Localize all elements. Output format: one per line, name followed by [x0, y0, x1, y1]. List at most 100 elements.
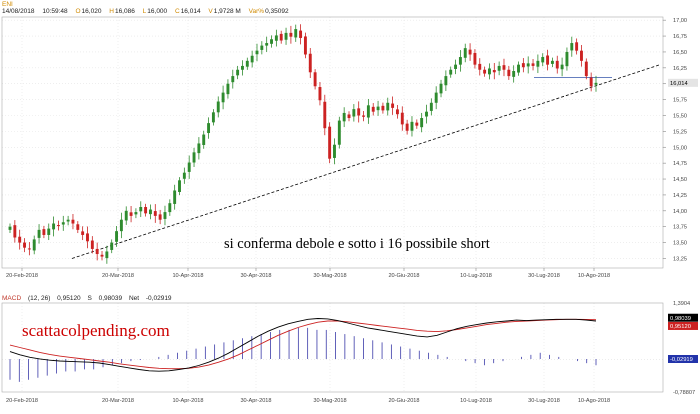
price-tick-label: 13,75 [673, 225, 687, 231]
candle-body [231, 76, 235, 83]
time-axis: 20-Feb-2018 20-Mar-2018 10-Apr-2018 30-Apr-… [6, 268, 610, 279]
candle-body [284, 32, 288, 40]
candle-body [299, 30, 303, 38]
candle-body [483, 69, 487, 74]
candle-body [318, 87, 322, 101]
candle-body [129, 212, 133, 216]
price-tick-label: 15,25 [673, 129, 687, 135]
candle-body [507, 69, 511, 77]
price-tick-label: 16,50 [673, 50, 687, 56]
net-label: Net [128, 295, 140, 302]
candle-body [163, 212, 167, 219]
macd-tick-label: -0,78807 [673, 390, 695, 396]
candle-body [207, 123, 211, 134]
candle-body [100, 254, 104, 257]
candle-body [313, 72, 317, 87]
candle-body [42, 229, 46, 235]
candle-body [37, 229, 41, 238]
candle-body [144, 206, 148, 214]
candle-body [23, 242, 26, 248]
candle-body [526, 63, 530, 67]
candle-body [386, 102, 390, 111]
candle-body [550, 60, 554, 64]
macd-value-tag: 0,95120 [670, 324, 691, 330]
candle-body [425, 111, 428, 117]
candle-body [241, 65, 244, 70]
signal-value: 0,98039 [98, 295, 123, 302]
signal-value-tag-bg [668, 313, 698, 322]
candle-body [323, 101, 327, 129]
ohlc-open: 16,020 [81, 8, 102, 15]
candle-body [439, 83, 443, 94]
candle-body [333, 144, 336, 158]
candle-body [139, 206, 143, 212]
high-marker: H [109, 8, 114, 15]
candle-body [56, 225, 60, 227]
candle-body [570, 43, 574, 51]
candle-body [173, 190, 177, 204]
symbol-label: ENI [2, 1, 13, 8]
candle-body [575, 42, 579, 51]
candle-body [158, 214, 162, 220]
candle-body [497, 65, 501, 71]
support-trendline [71, 64, 661, 259]
candle-body [594, 82, 598, 85]
candle-body [236, 69, 240, 76]
last-price-tag: 16,014 [670, 81, 689, 87]
time-tick-label: 10-Lug-2018 [460, 273, 492, 279]
macd-time-tick-label: 10-Apr-2018 [172, 398, 203, 404]
candle-body [410, 121, 414, 131]
candle-body [395, 109, 399, 115]
candle-body [192, 152, 196, 163]
candle-body [255, 50, 259, 55]
candle-body [492, 69, 496, 73]
price-tick-label: 15,50 [673, 113, 687, 119]
trendline-layer[interactable] [71, 64, 661, 259]
close-marker: C [174, 8, 180, 15]
macd-panel-frame [1, 302, 664, 393]
candle-body [308, 53, 312, 73]
candle-body [115, 231, 118, 242]
candle-body [303, 36, 307, 55]
candle-body [202, 134, 206, 145]
candle-body [458, 57, 462, 65]
candle-body [182, 172, 186, 179]
price-tick-label: 14,50 [673, 177, 687, 183]
candle-body [32, 239, 36, 251]
candle-body [76, 224, 80, 230]
price-tick-label: 16,25 [673, 66, 687, 72]
candle-body [415, 122, 419, 126]
price-panel-frame [1, 16, 664, 269]
candle-body [187, 162, 191, 172]
macd-value: 0,95120 [57, 295, 81, 302]
macd-time-tick-label: 30-Lug-2018 [528, 398, 560, 404]
candle-body [289, 32, 293, 37]
macd-frame-rect [1, 302, 664, 393]
low-marker: L [142, 8, 147, 15]
price-tick-label: 15,75 [673, 98, 687, 104]
candle-body [366, 105, 370, 118]
candle-body [18, 236, 22, 243]
candle-body [66, 219, 70, 222]
candle-body [371, 106, 375, 112]
candle-body [337, 120, 341, 145]
price-tick-label: 15,00 [673, 145, 687, 151]
candle-body [328, 126, 332, 159]
time-tick-label: 30-Lug-2018 [528, 273, 560, 279]
candle-body [86, 233, 89, 242]
volume-marker: V [208, 8, 213, 15]
time-tick-label: 20-Giu-2018 [388, 273, 419, 279]
candle-body [521, 63, 525, 68]
candle-body [52, 223, 56, 230]
candle-body [565, 51, 569, 67]
macd-grid [2, 303, 663, 392]
last-price-tag-bg [668, 78, 698, 87]
time-tick-label: 30-Apr-2018 [240, 273, 271, 279]
candle-body [148, 209, 152, 215]
candle-body [27, 248, 31, 250]
macd-histogram [9, 327, 597, 382]
candle-body [221, 92, 225, 103]
candlestick-series [8, 24, 598, 264]
signal-line [9, 318, 597, 370]
